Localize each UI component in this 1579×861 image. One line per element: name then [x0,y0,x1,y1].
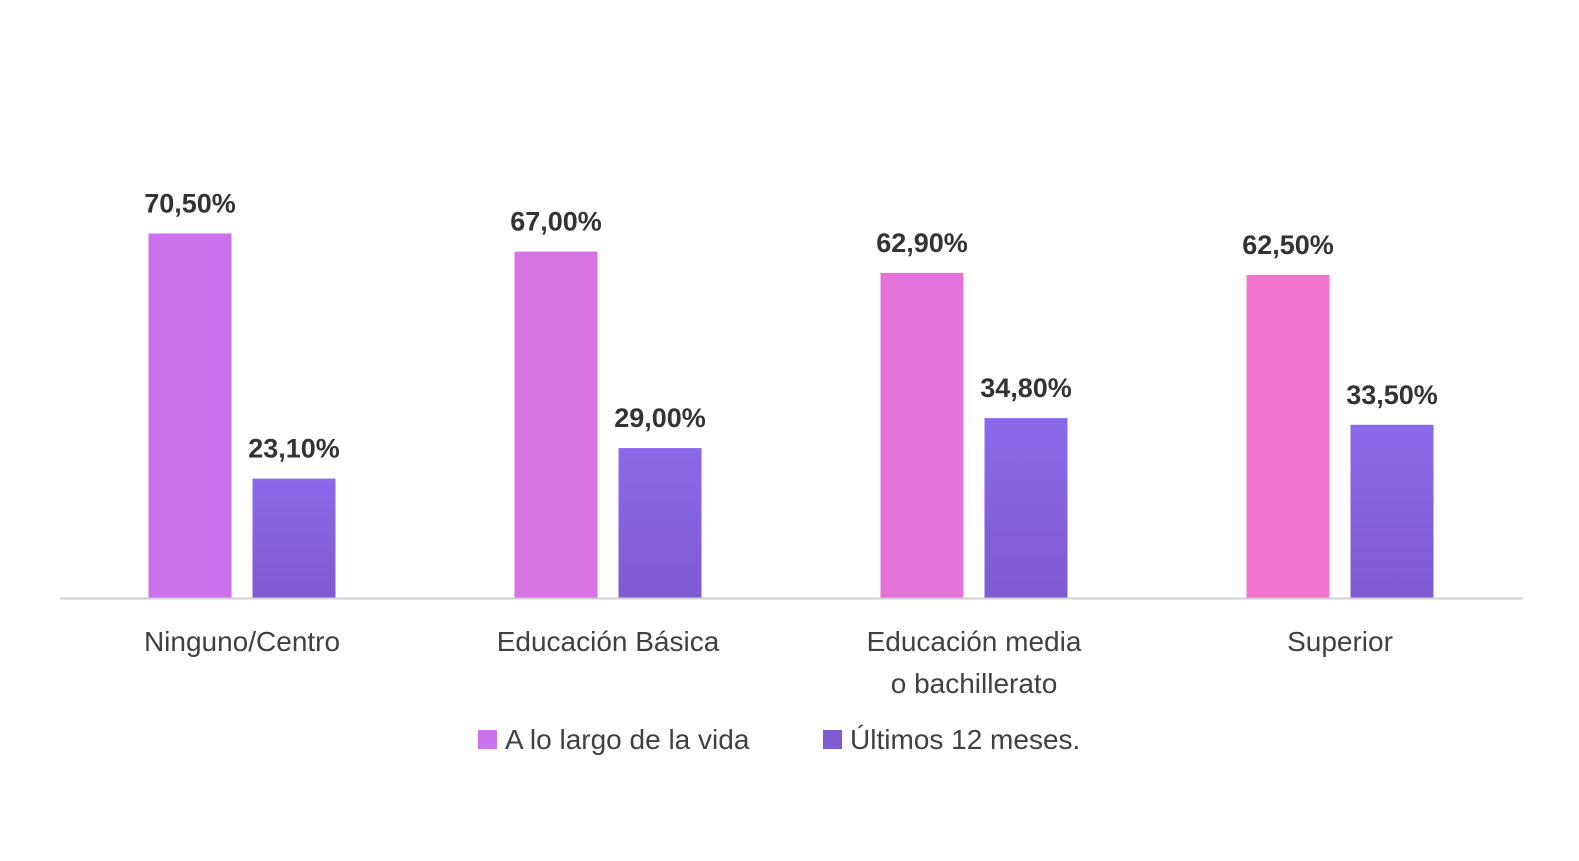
legend: A lo largo de la vida Últimos 12 meses. [478,724,1080,755]
bar-lifetime-4 [1246,274,1330,598]
bar-last-12-months-1 [252,478,336,598]
legend-swatch-last-12-months [823,730,842,749]
bars-group [148,233,1434,599]
value-label-last-12-months-3: 34,80% [980,373,1072,403]
bar-lifetime-1 [148,233,232,598]
legend-label-last-12-months: Últimos 12 meses. [850,724,1080,755]
category-label-1: Ninguno/Centro [144,626,340,657]
category-labels-group: Ninguno/Centro Educación Básica Educación … [144,626,1393,699]
bar-lifetime-3 [880,272,964,598]
value-label-last-12-months-2: 29,00% [614,403,706,433]
bar-last-12-months-2 [618,448,702,598]
value-labels-group: 70,50% 23,10% 67,00% 29,00% 62,90% 34,80% 62,5… [144,189,1438,464]
bar-last-12-months-3 [984,418,1068,598]
legend-swatch-lifetime [478,730,497,749]
legend-label-lifetime: A lo largo de la vida [505,724,750,755]
bar-lifetime-2 [514,251,598,599]
value-label-lifetime-2: 67,00% [510,207,602,237]
value-label-lifetime-4: 62,50% [1242,230,1334,260]
category-label-2: Educación Básica [497,626,720,657]
value-label-last-12-months-4: 33,50% [1346,380,1438,410]
category-label-3: Educación media o bachillerato [867,626,1082,699]
category-label-4: Superior [1287,626,1393,657]
value-label-lifetime-1: 70,50% [144,189,236,219]
value-label-last-12-months-1: 23,10% [248,434,340,464]
bar-last-12-months-4 [1350,424,1434,598]
value-label-lifetime-3: 62,90% [876,228,968,258]
